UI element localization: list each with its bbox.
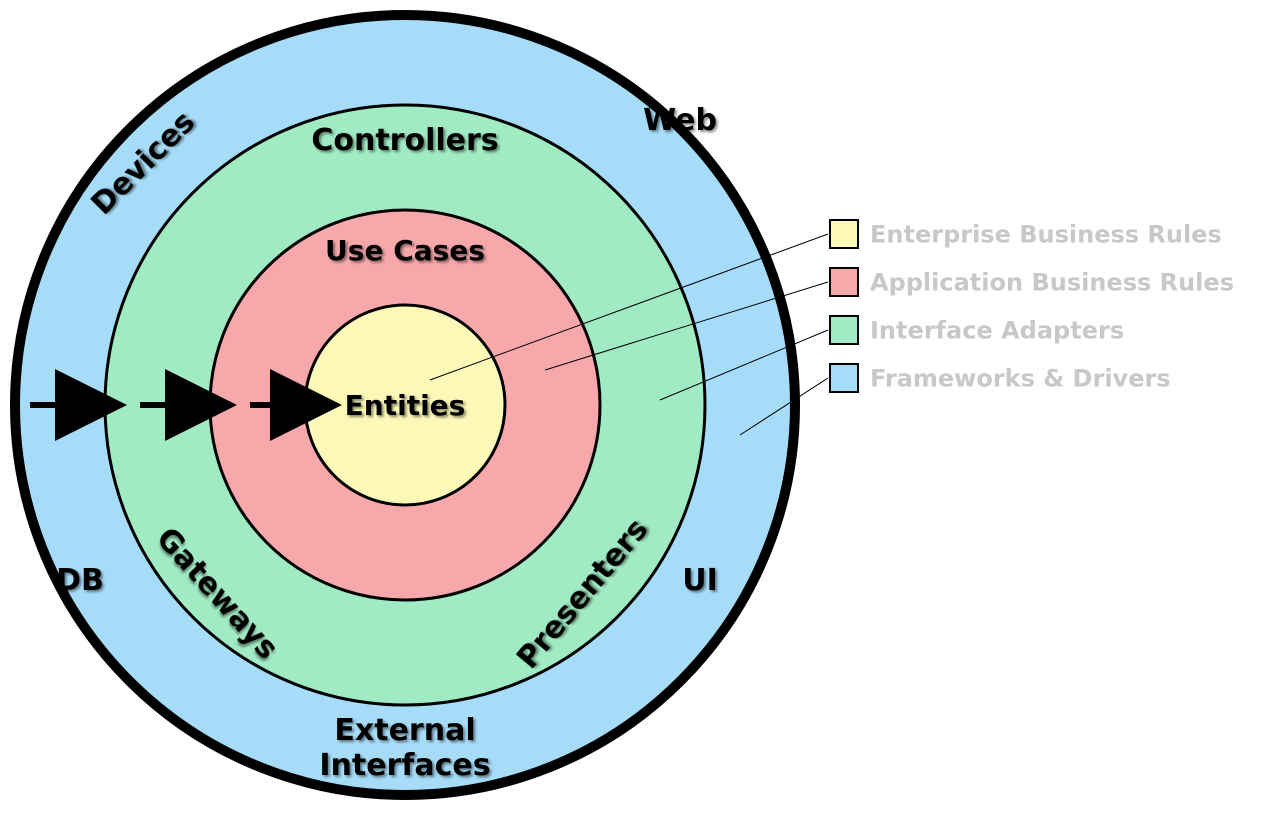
legend: Enterprise Business Rules Application Bus… <box>830 220 1234 392</box>
legend-swatch-3 <box>830 364 858 392</box>
ring-label-entities: Entities <box>345 389 466 422</box>
legend-swatch-0 <box>830 220 858 248</box>
ring-label-usecases: Use Cases <box>325 234 485 267</box>
ring-label-adapters: Controllers <box>311 123 498 158</box>
clean-architecture-diagram: DevicesWebDBUIExternalInterfacesControll… <box>0 0 1283 813</box>
ring-label-frameworks: Interfaces <box>319 748 490 783</box>
legend-label-2: Interface Adapters <box>870 316 1124 344</box>
legend-label-1: Application Business Rules <box>870 268 1234 296</box>
legend-swatch-2 <box>830 316 858 344</box>
legend-label-3: Frameworks & Drivers <box>870 364 1171 392</box>
ring-label-frameworks: UI <box>682 563 718 598</box>
ring-label-frameworks: External <box>334 713 475 748</box>
ring-label-frameworks: Web <box>643 103 717 138</box>
legend-swatch-1 <box>830 268 858 296</box>
ring-label-frameworks: DB <box>56 563 104 598</box>
legend-label-0: Enterprise Business Rules <box>870 220 1222 248</box>
